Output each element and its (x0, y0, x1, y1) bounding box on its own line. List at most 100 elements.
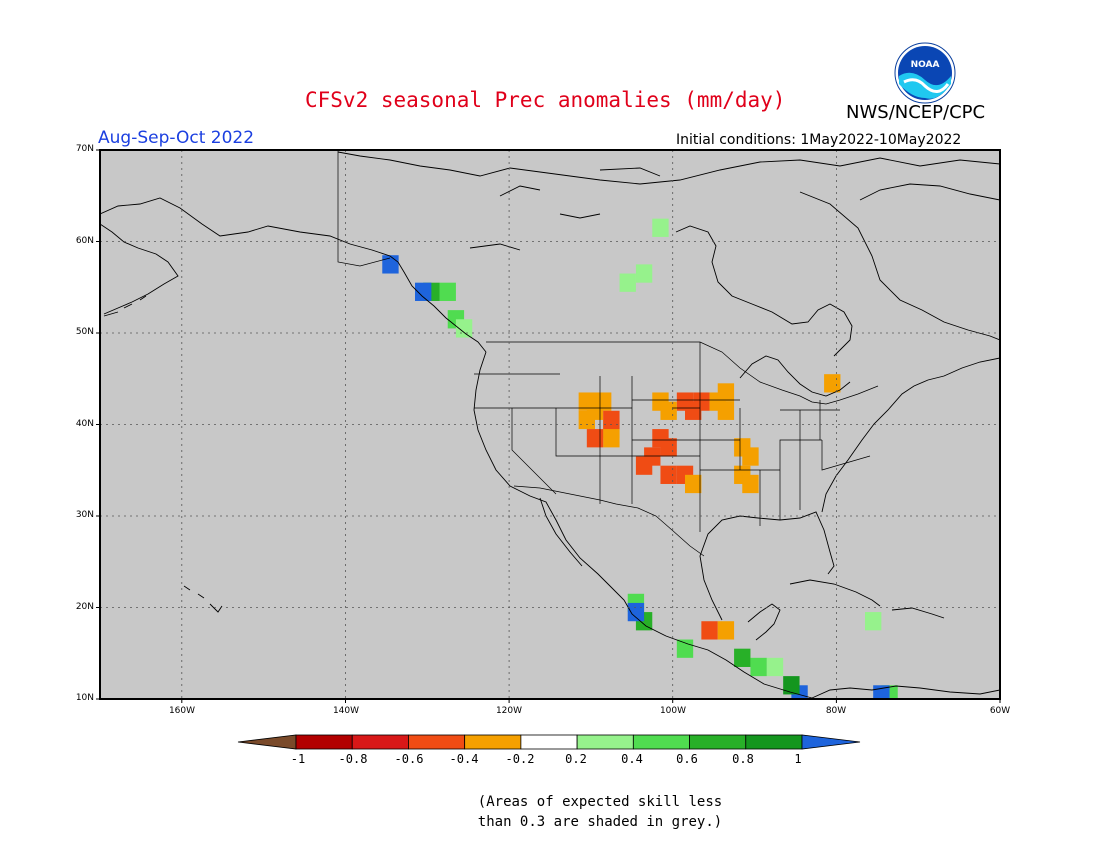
lon-label-140w: 140W (332, 706, 360, 716)
logo-text: NOAA (911, 60, 940, 70)
alaska-canada-border (337, 150, 391, 267)
colorbar (237, 734, 861, 750)
colorbar-label: 1 (794, 752, 802, 766)
colorbar-arrow-left (237, 734, 297, 750)
anomaly-cell (685, 474, 702, 494)
graticule (100, 150, 1000, 699)
colorbar-segment (745, 734, 803, 750)
anomaly-cell (619, 273, 636, 292)
skill-note-line2: than 0.3 are shaded in grey.) (477, 814, 723, 830)
us-canada-border (486, 341, 879, 405)
hispaniola (891, 607, 945, 619)
anomaly-cell (652, 218, 669, 237)
organization-label: NWS/NCEP/CPC (846, 102, 986, 123)
colorbar-label: -0.2 (505, 752, 535, 766)
great-lakes (739, 355, 851, 397)
lon-label-160w: 160W (168, 706, 196, 716)
anomaly-cell (635, 456, 653, 475)
lat-label-20n: 20N (75, 602, 94, 612)
anomaly-cell (660, 465, 677, 484)
colorbar-segment (576, 734, 634, 750)
lat-label-70n: 70N (75, 144, 94, 154)
anomaly-cell (415, 282, 432, 301)
lat-label-10n: 10N (75, 693, 94, 703)
anomaly-cell (750, 657, 767, 677)
anomaly-cell (865, 612, 882, 631)
lat-label-40n: 40N (75, 419, 94, 429)
colorbar-segment (351, 734, 409, 750)
anomaly-cell (717, 401, 735, 420)
anomaly-cell (701, 621, 718, 640)
colorbar-label: 0.4 (621, 752, 643, 766)
greenland (859, 183, 1000, 201)
yucatan (747, 603, 781, 641)
anomaly-cell (824, 374, 841, 393)
colorbar-label: -0.6 (394, 752, 424, 766)
noaa-logo: NOAA (894, 42, 956, 104)
colorbar-label: -0.8 (338, 752, 368, 766)
political-boundaries (337, 150, 879, 557)
lon-label-60w: 60W (989, 706, 1011, 716)
anomaly-cell (586, 429, 604, 448)
canadian-islands (469, 167, 661, 251)
colorbar-arrow-right (801, 734, 861, 750)
anomaly-cell (676, 639, 694, 658)
anomaly-cell (635, 264, 653, 283)
anomaly-cell (660, 438, 677, 457)
us-west-coast (473, 351, 813, 699)
lon-label-100w: 100W (659, 706, 687, 716)
colorbar-segment (295, 734, 353, 750)
colorbar-segment (464, 734, 522, 750)
anomaly-cell (766, 657, 784, 677)
alaska-west-coast (100, 223, 179, 315)
anomaly-cell (742, 474, 759, 494)
anomaly-cell (382, 255, 399, 274)
anomaly-cell (783, 676, 800, 695)
skill-note-line1: (Areas of expected skill less (477, 794, 723, 810)
anomaly-cell (717, 621, 735, 640)
ticks (96, 149, 1001, 703)
us-east-coast (821, 357, 1000, 513)
baja-california (539, 497, 583, 567)
anomaly-cell (742, 447, 759, 466)
aleutians (103, 295, 147, 317)
anomaly-cell (685, 401, 702, 420)
south-america-coast (811, 685, 1000, 699)
colorbar-label: 0.6 (676, 752, 698, 766)
colorbar-segment (408, 734, 466, 750)
lat-label-50n: 50N (75, 327, 94, 337)
anomaly-cell (734, 648, 751, 667)
anomaly-cells (382, 218, 898, 699)
lon-label-80w: 80W (825, 706, 847, 716)
cuba (789, 579, 881, 607)
colorbar-label: -0.4 (449, 752, 479, 766)
anomaly-cell (717, 383, 735, 402)
arctic-coast (337, 151, 1000, 185)
lat-label-60n: 60N (75, 236, 94, 246)
anomaly-cell (603, 410, 620, 430)
colorbar-label: -1 (290, 752, 306, 766)
forecast-period: Aug-Sep-Oct 2022 (98, 128, 255, 148)
labrador-coast (799, 191, 1000, 341)
initial-conditions: Initial conditions: 1May2022-10May2022 (676, 132, 962, 148)
anomaly-cell (660, 401, 677, 420)
anomaly-cell (439, 282, 456, 301)
anomaly-cell (578, 410, 595, 430)
colorbar-label: 0.8 (732, 752, 754, 766)
map-title: CFSv2 seasonal Prec anomalies (mm/day) (305, 88, 786, 112)
hawaii (183, 585, 223, 613)
lat-label-30n: 30N (75, 510, 94, 520)
gulf-coast (699, 511, 835, 621)
state-lines (474, 342, 871, 532)
colorbar-segment (632, 734, 690, 750)
alaska-coast (100, 197, 487, 353)
lon-label-120w: 120W (495, 706, 523, 716)
colorbar-segment (520, 734, 578, 750)
anomaly-cell (603, 429, 620, 448)
colorbar-segment (689, 734, 747, 750)
colorbar-label: 0.2 (565, 752, 587, 766)
us-mexico-border (513, 485, 705, 557)
skill-note: (Areas of expected skill less than 0.3 a… (470, 792, 730, 832)
anomaly-cell (627, 602, 645, 622)
